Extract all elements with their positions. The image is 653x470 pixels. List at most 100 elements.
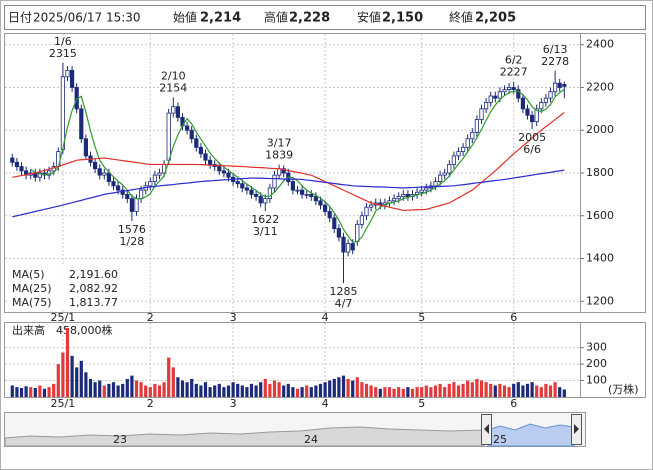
candle-body <box>401 193 406 197</box>
volume-bar <box>332 378 336 397</box>
volume-bar <box>10 385 14 397</box>
volume-bar <box>410 388 415 397</box>
volume-bar <box>42 388 47 397</box>
handle-arrow <box>484 424 489 434</box>
volume-tick-label: 200 <box>586 357 607 370</box>
volume-bar <box>420 387 424 397</box>
volume-bar <box>139 382 143 397</box>
volume-last: 458,000株 <box>56 323 113 337</box>
volume-bar <box>498 383 502 397</box>
navigator-range <box>487 423 575 447</box>
candle-body <box>10 157 15 163</box>
volume-bar <box>539 387 543 397</box>
legend-value: 1,813.77 <box>69 296 118 309</box>
x-tick-label: 2 <box>147 397 154 410</box>
volume-bar <box>176 377 180 397</box>
volume-bar <box>144 385 148 397</box>
candle-body <box>37 172 43 178</box>
volume-bar <box>185 382 189 397</box>
header-value: 2,214 <box>200 11 241 26</box>
volume-bar <box>355 377 359 397</box>
volume-bar <box>433 385 438 397</box>
volume-bar <box>254 385 258 397</box>
volume-bar <box>447 383 451 397</box>
volume-tick-label: 300 <box>586 341 607 354</box>
volume-bar <box>562 389 566 397</box>
candle-body <box>313 196 319 202</box>
volume-bar <box>369 385 373 397</box>
volume-bar <box>548 385 553 397</box>
volume-bar <box>33 387 37 397</box>
legend-value: 2,082.92 <box>69 282 118 295</box>
y-tick-label: 1600 <box>586 209 614 222</box>
annotation-date: 3/11 <box>253 225 278 238</box>
volume-bar <box>199 385 203 397</box>
volume-bar <box>277 382 281 397</box>
volume-bar <box>525 383 530 397</box>
candle-body <box>120 189 125 195</box>
candle-body <box>557 82 562 88</box>
candle-body <box>336 228 342 238</box>
volume-bar <box>558 387 562 397</box>
legend-name: MA(25) <box>12 282 52 295</box>
x-tick-label: 6 <box>510 311 517 324</box>
volume-title: 出来高 <box>12 323 45 337</box>
candle-body <box>419 189 424 193</box>
volume-bar <box>323 382 327 397</box>
candle-body <box>562 84 567 87</box>
volume-bar <box>424 385 428 397</box>
candle-body <box>221 170 226 174</box>
volume-bar <box>286 383 290 397</box>
candle-body <box>276 168 282 176</box>
volume-bar <box>121 383 125 397</box>
header-label: 安値 <box>357 10 381 25</box>
candle-body <box>368 204 374 208</box>
candle-body <box>479 108 484 120</box>
candle-body <box>502 89 507 93</box>
candle-body <box>194 138 199 148</box>
candle-body <box>345 243 351 253</box>
volume-bar <box>456 385 461 397</box>
candle-body <box>295 189 300 192</box>
candle-body <box>111 181 116 187</box>
volume-bar <box>466 380 470 397</box>
volume-bar <box>291 387 295 397</box>
candle-body <box>240 183 245 189</box>
volume-bar <box>282 385 286 397</box>
navigator-label: 25 <box>493 433 507 446</box>
candle-body <box>70 69 75 88</box>
header-label: 終値 <box>449 10 473 25</box>
candle-body <box>65 69 70 78</box>
candle-body <box>97 168 102 176</box>
candle-body <box>235 181 240 185</box>
volume-bar <box>213 385 217 397</box>
volume-bar <box>502 385 507 397</box>
volume-bar <box>19 387 24 397</box>
volume-bar <box>56 364 60 397</box>
volume-bar <box>15 387 19 397</box>
annotation-date: 2/10 <box>161 69 186 82</box>
volume-pane <box>5 323 580 397</box>
candle-body <box>433 181 438 187</box>
volume-bar <box>364 383 369 397</box>
candle-body <box>355 223 360 242</box>
candle-body <box>391 198 397 202</box>
legend-name: MA(5) <box>12 268 45 281</box>
candle-body <box>543 97 549 103</box>
handle-arrow <box>574 424 579 434</box>
volume-bar <box>516 382 520 397</box>
volume-bar <box>314 385 318 397</box>
volume-bar <box>240 385 244 397</box>
volume-bar <box>392 388 396 397</box>
price-pane <box>5 34 580 312</box>
volume-bar <box>328 380 332 397</box>
volume-bar <box>535 385 539 397</box>
volume-bar <box>383 387 387 397</box>
candle-body <box>553 82 558 93</box>
candle-body <box>79 108 84 140</box>
annotation-date: 1/6 <box>54 35 72 48</box>
candle-body <box>253 193 259 197</box>
y-tick-label: 2200 <box>586 80 614 93</box>
candle-body <box>474 119 480 133</box>
candle-body <box>290 181 296 191</box>
